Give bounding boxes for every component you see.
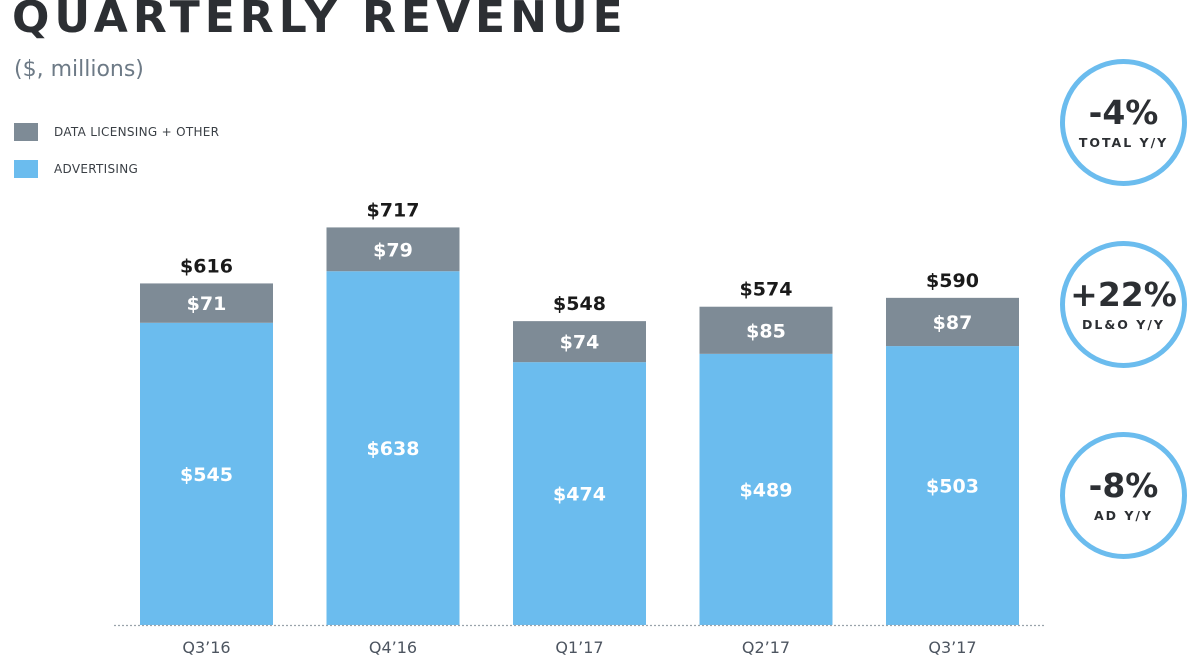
callout-total-label: TOTAL Y/Y <box>1078 134 1169 150</box>
callout-ad-value: -8% <box>1088 465 1159 505</box>
chart-subtitle: ($, millions) <box>14 57 144 82</box>
legend: DATA LICENSING + OTHER ADVERTISING <box>14 121 219 195</box>
bar-advertising-q4-16 <box>326 271 460 625</box>
callout-dlo-label: DL&O Y/Y <box>1082 316 1165 332</box>
x-tick-q2-17: Q2’17 <box>742 638 790 657</box>
legend-swatch-data-licensing <box>14 123 38 141</box>
label-total-q1-17: $548 <box>553 293 606 315</box>
label-total-q3-17: $590 <box>926 270 979 292</box>
bar-advertising-q3-17 <box>886 346 1019 625</box>
legend-item-advertising: ADVERTISING <box>14 158 219 180</box>
bar-data-licensing-q1-17 <box>513 321 646 363</box>
bar-data-licensing-q3-16 <box>140 283 273 323</box>
callout-ad-yoy: -8% AD Y/Y <box>1060 432 1187 559</box>
label-advertising-q3-16: $545 <box>180 464 233 486</box>
label-data-licensing-q1-17: $74 <box>560 332 600 354</box>
label-data-licensing-q2-17: $85 <box>746 320 786 342</box>
bar-advertising-q2-17 <box>699 353 833 625</box>
label-total-q2-17: $574 <box>740 279 793 301</box>
callout-ad-label: AD Y/Y <box>1093 507 1154 523</box>
callout-total-value: -4% <box>1088 92 1159 132</box>
legend-item-data-licensing: DATA LICENSING + OTHER <box>14 121 219 143</box>
label-advertising-q3-17: $503 <box>926 476 979 498</box>
bar-data-licensing-q3-17 <box>886 297 1019 347</box>
x-tick-q3-17: Q3’17 <box>928 638 976 657</box>
x-tick-q1-17: Q1’17 <box>555 638 603 657</box>
bar-advertising-q3-16 <box>140 322 273 625</box>
label-advertising-q2-17: $489 <box>740 479 793 501</box>
bar-data-licensing-q2-17 <box>699 306 833 354</box>
callout-dlo-value: +22% <box>1070 274 1177 314</box>
revenue-bar-chart: $545 $71 $616 Q3’16 $638 $79 $717 Q4’16 $474 $74 $… <box>114 199 1046 657</box>
legend-label-advertising: ADVERTISING <box>54 162 139 176</box>
callout-dlo-yoy: +22% DL&O Y/Y <box>1060 241 1187 368</box>
label-total-q3-16: $616 <box>180 255 233 277</box>
x-tick-q3-16: Q3’16 <box>182 638 230 657</box>
x-tick-q4-16: Q4’16 <box>369 638 417 657</box>
label-total-q4-16: $717 <box>367 199 420 221</box>
chart-title: QUARTERLY REVENUE <box>12 0 628 43</box>
bar-advertising-q1-17 <box>513 362 646 625</box>
callout-total-yoy: -4% TOTAL Y/Y <box>1060 59 1187 186</box>
label-data-licensing-q4-16: $79 <box>373 239 413 261</box>
label-advertising-q1-17: $474 <box>553 484 606 506</box>
label-data-licensing-q3-17: $87 <box>933 312 973 334</box>
label-data-licensing-q3-16: $71 <box>187 293 227 315</box>
legend-label-data-licensing: DATA LICENSING + OTHER <box>54 125 220 139</box>
bar-data-licensing-q4-16 <box>326 227 460 272</box>
label-advertising-q4-16: $638 <box>367 438 420 460</box>
legend-swatch-advertising <box>14 160 38 178</box>
